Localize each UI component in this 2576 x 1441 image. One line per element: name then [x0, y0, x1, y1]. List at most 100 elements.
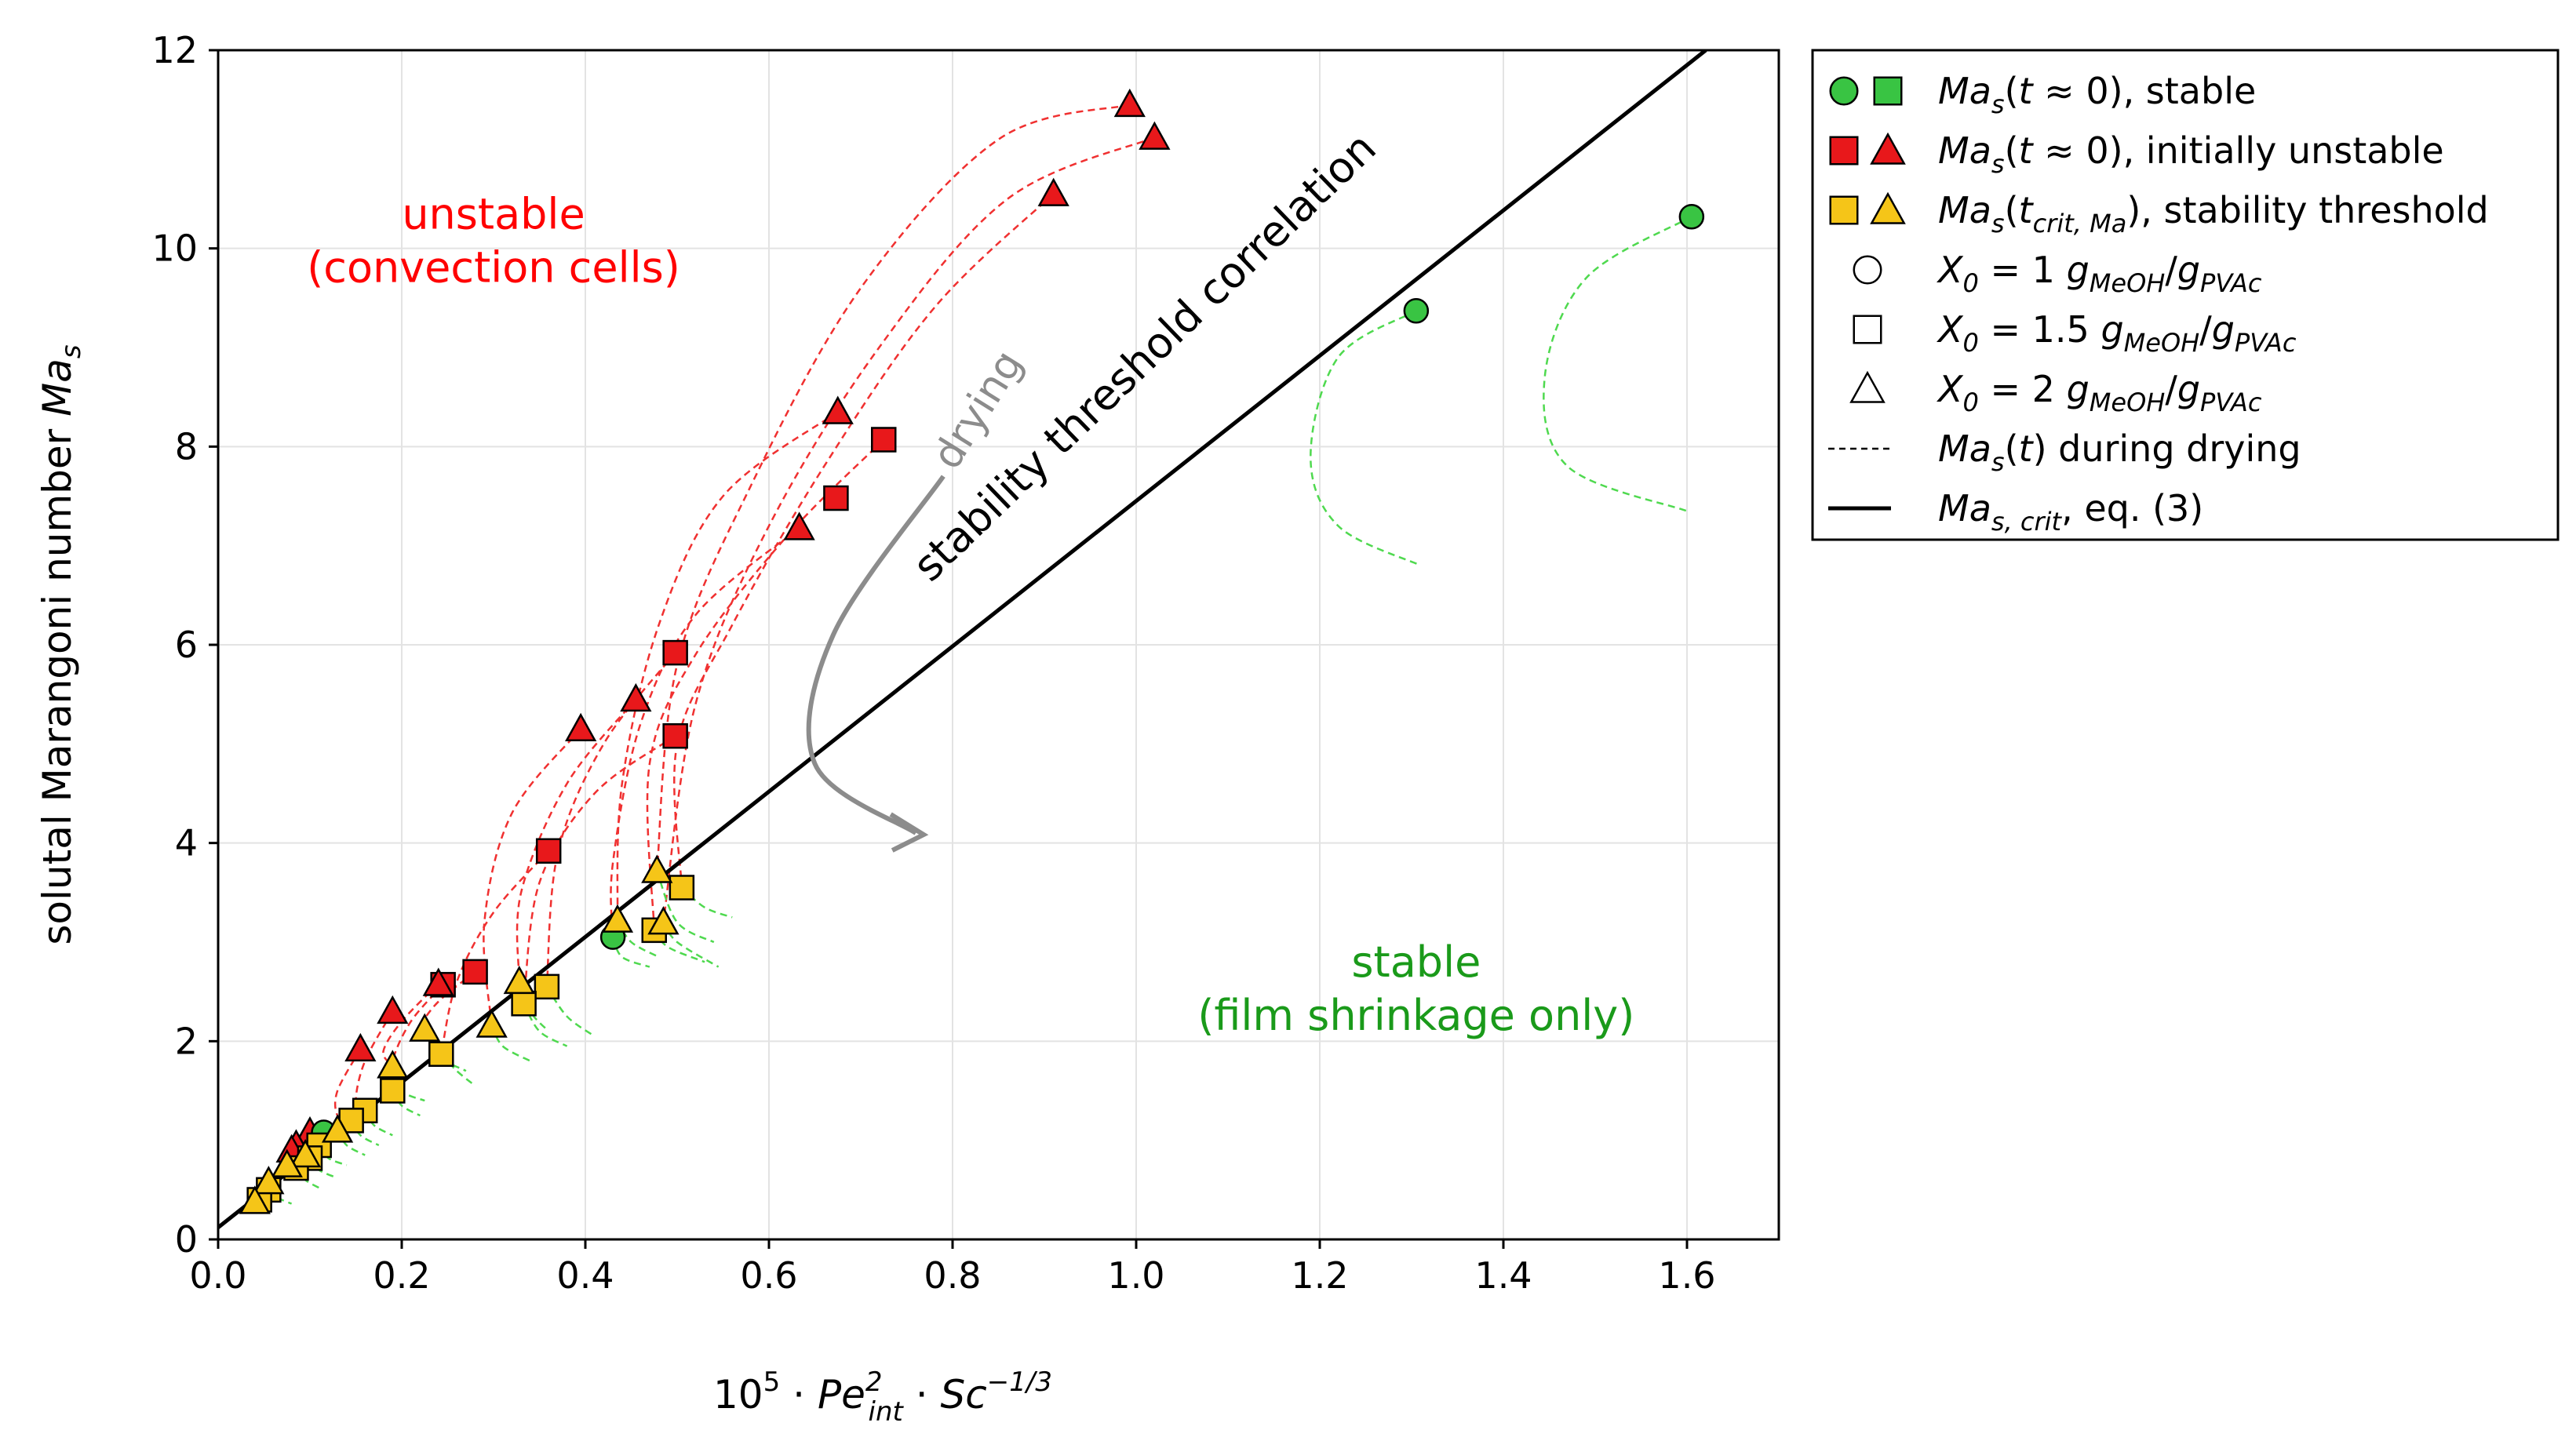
legend-label-part: g: [2177, 249, 2200, 291]
legend-label-part: crit, Ma: [2033, 209, 2127, 238]
legend-label: X0 = 1.5 gMeOH/gPVAc: [1937, 308, 2297, 358]
legend-marker-triangle: [1849, 370, 1886, 403]
legend-label-part: ≈ 0), initially unstable: [2033, 129, 2444, 172]
data-point-triangle: [601, 904, 634, 933]
legend-label: Mas(tcrit, Ma), stability threshold: [1938, 189, 2489, 238]
data-point-triangle: [647, 906, 680, 935]
axes: 0.0 0.2 0.4 0.6 0.8 1.0 1.2 1.4 1.6 0 2 4 6 8 10 12: [151, 29, 1715, 1297]
legend-label: Mas(t ≈ 0), stable: [1938, 70, 2256, 119]
legend-entry: X0 = 1 gMeOH/gPVAc: [1853, 249, 2262, 298]
legend-marker-square: [1829, 195, 1859, 225]
legend-label-part: g: [2067, 249, 2090, 291]
drying-curve-green: [1310, 310, 1422, 567]
stable-region-label-line: stable: [1351, 937, 1481, 987]
legend-label-part: t: [2019, 428, 2035, 470]
legend-label-part: g: [2101, 308, 2123, 351]
drying-curve-red: [440, 850, 550, 1055]
legend-entry: X0 = 1.5 gMeOH/gPVAc: [1853, 308, 2297, 358]
data-point-triangle: [565, 712, 597, 742]
y-label-main: solutal Marangoni number: [35, 417, 80, 945]
data-point-triangle: [377, 995, 409, 1024]
data-point-triangle: [620, 682, 652, 712]
x-label-sc: Sc: [941, 1372, 987, 1417]
x-label-sc-sup: −1/3: [987, 1366, 1052, 1398]
legend-label-part: Ma: [1938, 428, 1991, 470]
legend-label: Mas, crit, eq. (3): [1938, 487, 2203, 537]
x-tick-label: 0.6: [740, 1254, 797, 1297]
legend-label-part: X: [1937, 368, 1964, 410]
drying-curve-red: [646, 438, 885, 930]
data-point-square: [511, 991, 537, 1017]
data-point-triangle: [475, 1009, 508, 1038]
legend-label-part: s: [1991, 209, 2005, 238]
data-markers: [239, 88, 1705, 1214]
legend-entry: Mas(t ≈ 0), stable: [1829, 70, 2256, 119]
y-label-ma-sub: s: [56, 344, 87, 358]
legend-label-part: ≈ 0), stable: [2033, 70, 2257, 112]
data-point-triangle: [822, 395, 854, 424]
legend-label-part: = 1.5: [1979, 308, 2101, 351]
legend-label-part: (: [2005, 189, 2019, 231]
y-tick-label: 12: [151, 29, 198, 71]
legend-entry: Mas(t) during drying: [1828, 428, 2301, 477]
drying-curves: [268, 104, 1692, 1205]
drying-curve-green: [518, 981, 550, 1032]
x-tick-label: 0.0: [189, 1254, 246, 1297]
legend-marker-square: [1829, 136, 1859, 166]
threshold-line-group: [218, 50, 1707, 1229]
drying-curve-red: [418, 970, 476, 1031]
legend-label-part: s: [1991, 89, 2005, 119]
data-point-square: [535, 838, 562, 864]
data-point-square: [428, 1041, 454, 1068]
drying-curve-red: [662, 136, 1155, 922]
data-point-triangle: [271, 1148, 303, 1177]
legend-label-part: s, crit: [1991, 507, 2063, 537]
legend-label-part: Ma: [1938, 70, 1991, 112]
y-label-ma: Ma: [35, 358, 80, 417]
legend-label-part: g: [2212, 308, 2235, 351]
legend-label-part: Ma: [1938, 129, 1991, 172]
data-point-circle: [1678, 203, 1705, 230]
x-axis-label: 105 · Pe2 int · Sc−1/3: [713, 1366, 1052, 1428]
legend-label: Mas(t ≈ 0), initially unstable: [1938, 129, 2444, 179]
drying-curve-red: [516, 698, 637, 982]
x-tick-label: 1.2: [1291, 1254, 1348, 1297]
legend-label-part: t: [2019, 189, 2035, 231]
legend-label-part: t: [2019, 70, 2035, 112]
x-label-pe-sub: int: [869, 1396, 905, 1428]
legend-label: X0 = 2 gMeOH/gPVAc: [1937, 368, 2262, 417]
legend-label: Mas(t) during drying: [1938, 428, 2301, 477]
legend-label-part: MeOH: [2090, 388, 2166, 417]
drying-curve-red: [333, 1048, 362, 1122]
legend-label-part: /: [2165, 368, 2177, 410]
data-point-triangle: [253, 1166, 285, 1195]
legend-label-part: MeOH: [2090, 268, 2166, 298]
drying-curve-red: [523, 735, 676, 1004]
legend-label-part: 0: [1963, 268, 1979, 298]
data-point-triangle: [1113, 88, 1146, 118]
legend-marker-square: [1873, 76, 1903, 106]
data-point-triangle: [1037, 177, 1069, 206]
legend-label-part: g: [2177, 368, 2200, 410]
legend-label-part: /: [2165, 249, 2177, 291]
data-point-square: [534, 973, 560, 1000]
legend-label-part: Ma: [1938, 487, 1991, 529]
data-point-square: [871, 427, 897, 453]
x-label-exp: 5: [763, 1366, 781, 1398]
threshold-line: [218, 50, 1707, 1229]
data-point-triangle: [422, 967, 454, 996]
data-point-triangle: [321, 1114, 354, 1143]
y-tick-label: 8: [175, 425, 198, 468]
drying-arrow: [806, 475, 946, 835]
x-label-pe: Pe: [818, 1372, 865, 1417]
legend-label-part: X: [1937, 249, 1964, 291]
legend-label-part: (: [2005, 428, 2019, 470]
data-point-square: [662, 639, 688, 666]
legend-label-part: 0: [1963, 328, 1979, 358]
legend-label-part: PVAc: [2200, 268, 2262, 298]
legend-label-part: = 2: [1979, 368, 2067, 410]
drying-curve-red: [382, 983, 439, 1067]
legend-label-part: 0: [1963, 388, 1979, 417]
